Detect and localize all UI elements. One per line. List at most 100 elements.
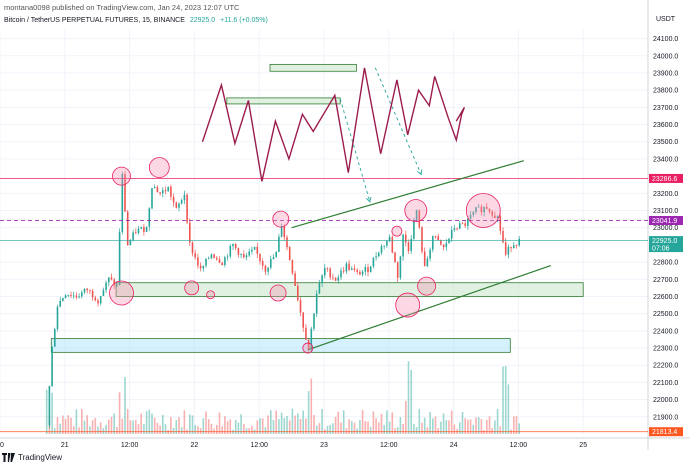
candle-body	[189, 222, 191, 243]
candle-body	[294, 273, 296, 287]
volume-bar	[159, 425, 161, 434]
volume-bar	[467, 419, 469, 434]
tradingview-footer[interactable]: TradingView	[2, 453, 62, 462]
candle-body	[56, 306, 59, 330]
time-axis-tick: 22	[191, 442, 199, 449]
volume-bar	[302, 410, 304, 434]
channel-line-lower	[307, 264, 551, 351]
candle-body	[180, 200, 183, 204]
symbol-legend[interactable]: Bitcoin / TetherUS PERPETUAL FUTURES, 15…	[4, 17, 268, 24]
price-axis-tick: 24000.0	[653, 53, 678, 60]
candle-body	[167, 186, 169, 192]
candle-body	[329, 268, 331, 278]
price-axis-currency: USDT	[656, 16, 676, 23]
candle-body	[110, 277, 113, 280]
candle-body	[280, 226, 283, 237]
price-axis-tick: 22400.0	[653, 328, 678, 335]
candle-body	[59, 300, 61, 307]
tradingview-logo-text: TradingView	[18, 453, 63, 462]
volume-bar	[418, 408, 421, 434]
candle-body	[299, 300, 302, 313]
highlight-circle	[272, 210, 290, 228]
volume-bar	[45, 389, 48, 434]
volume-bar	[153, 417, 156, 434]
candle-body	[297, 286, 299, 301]
volume-bar	[237, 422, 240, 434]
candle-body	[240, 254, 242, 255]
candle-body	[151, 188, 153, 209]
candle-body	[51, 346, 53, 387]
candle-body	[91, 290, 94, 298]
volume-bar	[391, 412, 394, 434]
volume-bar	[394, 428, 396, 434]
volume-bar	[151, 413, 153, 434]
volume-bar	[429, 411, 431, 434]
candle-body	[378, 252, 380, 257]
volume-bar	[189, 414, 191, 434]
volume-bar	[175, 419, 178, 434]
volume-bar	[137, 424, 140, 434]
candle-body	[351, 268, 353, 270]
volume-bar	[83, 420, 86, 434]
volume-bar	[286, 416, 288, 434]
volume-bar	[108, 419, 110, 434]
volume-bar	[513, 416, 515, 434]
highlight-circle	[417, 276, 437, 296]
candle-body	[288, 247, 291, 261]
candle-body	[410, 238, 412, 251]
volume-bar	[337, 411, 340, 434]
candle-body	[402, 234, 404, 257]
candle-body	[342, 270, 345, 272]
volume-bar	[445, 420, 448, 434]
volume-bar	[288, 420, 291, 434]
candle-body	[70, 295, 72, 297]
volume-bar	[421, 422, 423, 434]
volume-bar	[145, 411, 148, 434]
candle-body	[429, 249, 431, 259]
candle-body	[216, 257, 218, 260]
price-axis-tick: 21900.0	[653, 414, 678, 421]
highlight-circle	[465, 193, 501, 228]
candle-body	[364, 267, 367, 272]
volume-bar	[305, 418, 307, 434]
time-axis-tick: 24	[450, 442, 458, 449]
candle-body	[232, 243, 234, 247]
volume-bar	[264, 427, 267, 434]
volume-bar	[229, 419, 232, 434]
volume-bar	[278, 419, 280, 434]
candle-body	[310, 328, 313, 349]
candle-body	[199, 265, 202, 269]
candle-body	[472, 212, 475, 215]
candle-body	[442, 244, 445, 248]
level-price-label: 22925.0	[652, 238, 677, 245]
candle-body	[75, 295, 78, 298]
volume-bar	[307, 391, 310, 434]
candle-body	[383, 245, 385, 247]
candle-body	[326, 268, 329, 269]
candle-body	[396, 262, 399, 278]
candle-body	[175, 202, 178, 208]
volume-bar	[432, 418, 434, 434]
candle-body	[321, 275, 323, 283]
volume-bar	[102, 428, 105, 434]
candle-body	[486, 207, 488, 209]
volume-bar	[170, 417, 172, 434]
candle-body	[391, 236, 394, 253]
candle-body	[102, 289, 105, 296]
candle-body	[81, 292, 83, 297]
volume-bar	[491, 428, 493, 434]
volume-bar	[383, 424, 385, 434]
volume-bar	[326, 425, 329, 434]
candle-body	[283, 226, 286, 238]
volume-bar	[121, 418, 124, 434]
candle-body	[407, 242, 410, 251]
candle-body	[251, 249, 253, 252]
candle-body	[421, 227, 423, 252]
volume-bar	[180, 427, 183, 434]
volume-bar	[353, 422, 356, 434]
volume-bar	[518, 423, 520, 434]
candle-body	[302, 312, 304, 328]
volume-bar	[272, 419, 275, 434]
volume-bar	[488, 416, 491, 434]
